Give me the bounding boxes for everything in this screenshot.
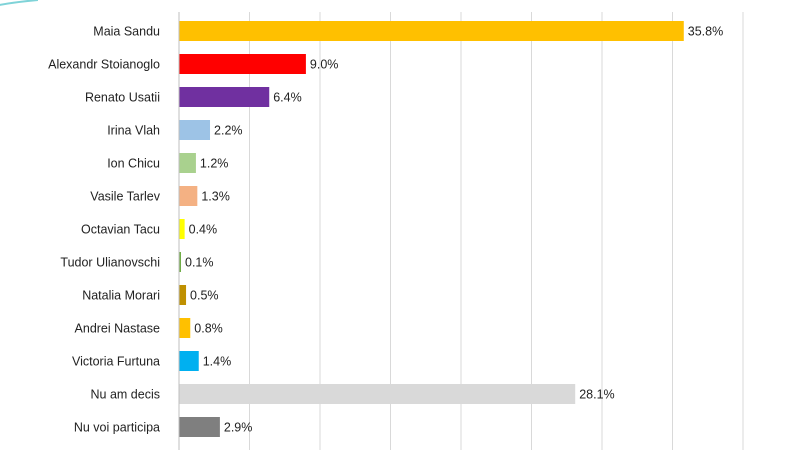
data-label: 9.0% <box>310 58 339 72</box>
category-label: Octavian Tacu <box>81 223 160 237</box>
category-label: Victoria Furtuna <box>72 355 160 369</box>
category-label: Ion Chicu <box>107 157 160 171</box>
bars <box>179 21 684 437</box>
data-label: 0.8% <box>194 322 223 336</box>
bar-13 <box>179 417 220 437</box>
data-label: 35.8% <box>688 25 723 39</box>
category-labels: Maia Sandu Alexandr Stoianoglo Renato Usat… <box>48 25 161 435</box>
bar-7 <box>179 219 185 239</box>
category-label: Vasile Tarlev <box>90 190 160 204</box>
bar-8 <box>179 252 181 272</box>
bar-11 <box>179 351 199 371</box>
bar-12 <box>179 384 576 404</box>
data-label: 0.5% <box>190 289 219 303</box>
bar-9 <box>179 285 187 305</box>
gridlines <box>249 12 744 450</box>
value-labels: 35.8% 9.0% 6.4% 2.2% 1.2% 1.3% 0.4% 0.1% 0.5% 0.8… <box>185 25 723 435</box>
bar-2 <box>179 54 306 74</box>
category-label: Tudor Ulianovschi <box>60 256 160 270</box>
bar-4 <box>179 120 211 140</box>
data-label: 2.2% <box>214 124 243 138</box>
data-label: 28.1% <box>579 388 614 402</box>
category-label: Renato Usatii <box>85 91 160 105</box>
category-label: Alexandr Stoianoglo <box>48 58 160 72</box>
data-label: 0.4% <box>189 223 218 237</box>
data-label: 1.2% <box>200 157 229 171</box>
category-label: Nu am decis <box>91 388 160 402</box>
data-label: 1.4% <box>203 355 232 369</box>
category-label: Nu voi participa <box>74 421 160 435</box>
bar-3 <box>179 87 270 107</box>
corner-decoration <box>0 0 38 6</box>
bar-6 <box>179 186 198 206</box>
bar-10 <box>179 318 191 338</box>
category-label: Natalia Morari <box>82 289 160 303</box>
data-label: 1.3% <box>201 190 230 204</box>
bar-5 <box>179 153 196 173</box>
data-label: 2.9% <box>224 421 253 435</box>
category-label: Maia Sandu <box>93 25 160 39</box>
category-label: Irina Vlah <box>107 124 160 138</box>
data-label: 6.4% <box>273 91 302 105</box>
data-label: 0.1% <box>185 256 214 270</box>
category-label: Andrei Nastase <box>75 322 161 336</box>
bar-1 <box>179 21 684 41</box>
